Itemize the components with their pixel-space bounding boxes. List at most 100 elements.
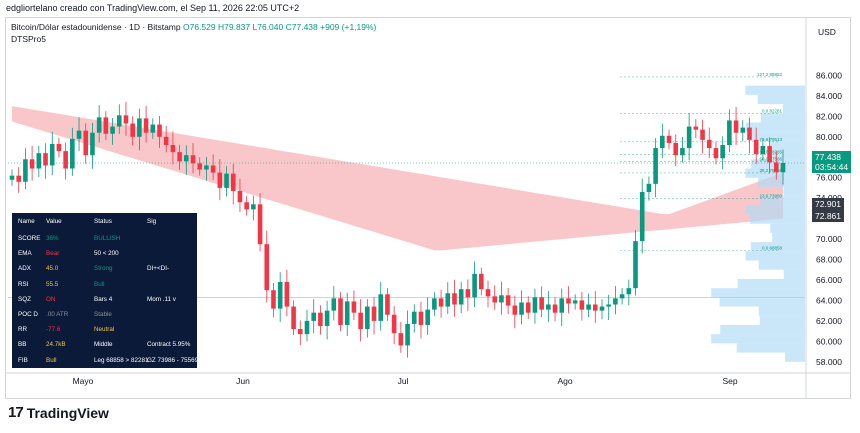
volume-profile-bar xyxy=(749,214,805,224)
candle xyxy=(398,333,404,346)
candle xyxy=(680,148,685,156)
candle xyxy=(599,306,605,311)
candle xyxy=(351,301,357,313)
table-cell: GZ 73986 - 75569 xyxy=(147,356,199,364)
table-header-row: Name Value Status Sig xyxy=(12,216,197,228)
table-cell: -77.6 xyxy=(46,326,61,334)
candle xyxy=(385,294,390,315)
y-tick-label: 68.000 xyxy=(816,255,842,265)
fib-label: 78.6 79513 xyxy=(759,137,782,142)
table-cell: Sig xyxy=(147,218,157,225)
candle xyxy=(572,300,578,304)
chart-frame xyxy=(5,17,851,399)
candle xyxy=(143,118,149,133)
last-price-label: 77.438 03:54:44 xyxy=(812,151,852,173)
table-cell: 50 < 200 xyxy=(94,250,119,258)
candle xyxy=(432,298,437,310)
candle xyxy=(177,152,182,162)
volume-profile-bar xyxy=(783,269,805,279)
table-cell: 55.5 xyxy=(46,280,59,288)
table-cell: Bars 4 xyxy=(94,295,113,303)
candle xyxy=(653,148,658,184)
currency-label[interactable]: USD xyxy=(818,27,836,37)
volume-profile-bar xyxy=(720,324,805,335)
candle xyxy=(753,139,759,155)
candle xyxy=(217,172,223,188)
x-tick-label: Ago xyxy=(557,376,572,386)
candle xyxy=(666,135,672,143)
candle xyxy=(438,298,444,307)
volume-profile-bar xyxy=(772,232,805,243)
candle xyxy=(150,124,156,133)
volume-profile-bar xyxy=(737,278,805,289)
candle xyxy=(646,183,652,193)
candle xyxy=(546,304,551,310)
table-row: FIB Bull Leg 68858 > 82281 GZ 73986 - 75569 xyxy=(12,355,199,367)
volume-profile-bar xyxy=(758,260,805,270)
table-cell: 36% xyxy=(46,235,59,242)
volume-profile-bar xyxy=(719,297,805,307)
fib-label: 127.2 85852 xyxy=(757,72,783,77)
candle xyxy=(76,130,82,139)
table-row: SQZ ON Bars 4 Mom .11 v xyxy=(12,294,197,306)
candle xyxy=(184,155,189,162)
candle xyxy=(123,115,129,124)
table-row: BB 24.7kB Middle Contract 5.95% xyxy=(12,339,197,351)
candle xyxy=(465,289,471,298)
candle xyxy=(727,120,732,145)
candle xyxy=(686,126,692,149)
candle xyxy=(331,298,337,311)
candle xyxy=(304,320,310,335)
table-row: EMA Bear 50 < 200 xyxy=(12,248,197,260)
fib-label: 0.0 68858 xyxy=(762,246,783,251)
table-cell: Contract 5.95% xyxy=(147,341,191,349)
candle xyxy=(29,159,35,169)
candle xyxy=(673,142,679,156)
table-cell: ON xyxy=(46,295,56,303)
candle xyxy=(733,120,739,133)
candle xyxy=(586,304,591,310)
x-tick-label: Sep xyxy=(722,376,737,386)
candle xyxy=(63,151,68,169)
symbol-title: Bitcoin/Dólar estadounidense · 1D · Bits… xyxy=(11,22,181,32)
y-tick-label: 62.000 xyxy=(816,316,842,326)
indicator-name[interactable]: DTSPro5 xyxy=(11,34,46,44)
ma2-label: 72.861 xyxy=(812,210,844,222)
low-value: L76.040 xyxy=(252,22,284,32)
tradingview-logo[interactable]: 17 TradingView xyxy=(8,404,109,421)
candle xyxy=(405,323,410,346)
candle xyxy=(639,192,645,242)
brand-name: TradingView xyxy=(26,404,109,421)
volume-profile-bar xyxy=(760,113,805,123)
y-tick-label: 58.000 xyxy=(816,357,842,367)
candle xyxy=(452,293,457,305)
candle xyxy=(760,146,766,155)
candle xyxy=(264,244,270,291)
candle xyxy=(485,289,491,297)
candle xyxy=(747,127,752,140)
table-row: ADX 45.0 Strong DI+<DI- xyxy=(12,263,197,275)
chart-caption: edgliortelano creado con TradingView.com… xyxy=(6,3,300,13)
volume-profile-bar xyxy=(750,242,805,252)
candle xyxy=(103,117,109,134)
candle xyxy=(137,118,142,137)
table-cell: Neutral xyxy=(94,326,115,334)
high-value: H79.837 xyxy=(218,22,251,32)
candle xyxy=(626,288,632,295)
table-cell: Middle xyxy=(94,341,113,349)
candle xyxy=(519,302,524,315)
candle xyxy=(512,305,518,315)
candle xyxy=(693,126,699,130)
countdown-value: 03:54:44 xyxy=(815,162,849,172)
volume-profile-bar xyxy=(785,352,805,362)
candle xyxy=(525,302,531,313)
candle xyxy=(83,130,89,156)
fib-label: 23.6 73950 xyxy=(759,194,782,199)
candle xyxy=(552,304,558,313)
candle xyxy=(425,309,430,325)
table-row: RSI 55.5 Bull xyxy=(12,279,197,291)
candle xyxy=(244,202,249,210)
candle xyxy=(633,241,638,289)
y-tick-label: 84.000 xyxy=(816,91,842,101)
